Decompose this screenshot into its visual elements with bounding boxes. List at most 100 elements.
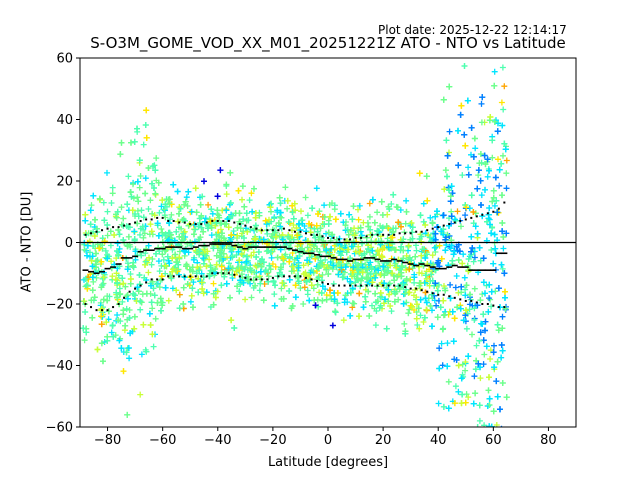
scatter-point xyxy=(203,263,210,270)
scatter-point xyxy=(114,208,121,215)
scatter-point xyxy=(289,263,296,270)
scatter-point xyxy=(155,232,162,239)
x-axis-ticks: −80 −60 −40 −20 0 20 40 60 80 xyxy=(94,427,557,448)
scatter-point xyxy=(159,197,166,204)
scatter-point xyxy=(422,222,429,228)
scatter-point xyxy=(90,192,97,199)
scatter-point xyxy=(274,254,281,261)
scatter-point xyxy=(384,269,391,276)
scatter-point xyxy=(237,277,244,284)
scatter-point xyxy=(88,257,95,264)
scatter-point xyxy=(413,247,420,254)
scatter-point xyxy=(486,281,493,288)
scatter-point xyxy=(277,223,284,230)
scatter-point xyxy=(156,268,163,275)
scatter-point xyxy=(453,273,460,279)
scatter-point xyxy=(300,262,307,269)
scatter-point xyxy=(341,296,348,303)
scatter-point xyxy=(444,173,450,180)
scatter-point xyxy=(239,183,246,190)
scatter-point xyxy=(275,220,282,226)
bin-range-marker xyxy=(486,212,489,215)
scatter-point xyxy=(354,271,361,277)
scatter-point xyxy=(199,193,206,200)
scatter-point xyxy=(134,284,141,291)
scatter-point xyxy=(114,279,121,286)
scatter-point xyxy=(319,271,326,278)
scatter-point xyxy=(376,252,383,259)
scatter-point xyxy=(128,139,134,146)
scatter-point xyxy=(341,269,348,276)
bin-range-marker xyxy=(156,278,159,281)
scatter-point xyxy=(137,231,143,238)
scatter-point xyxy=(127,276,134,282)
scatter-point xyxy=(481,422,488,427)
bin-range-marker xyxy=(299,275,302,278)
scatter-point xyxy=(82,217,89,224)
scatter-point xyxy=(227,200,234,206)
scatter-point xyxy=(270,278,277,284)
scatter-point xyxy=(429,220,436,227)
scatter-point xyxy=(243,258,250,265)
scatter-point xyxy=(492,174,499,181)
scatter-point xyxy=(471,254,478,261)
scatter-point xyxy=(166,229,173,236)
scatter-point xyxy=(87,207,94,214)
scatter-point xyxy=(500,234,507,240)
scatter-point xyxy=(365,223,372,230)
scatter-point xyxy=(336,261,342,267)
scatter-point xyxy=(468,233,475,240)
scatter-point xyxy=(313,222,320,229)
scatter-point xyxy=(421,246,428,253)
scatter-point xyxy=(170,181,177,188)
scatter-point xyxy=(349,216,356,223)
scatter-point xyxy=(81,246,88,253)
scatter-point xyxy=(96,195,103,202)
scatter-point xyxy=(271,302,278,309)
bin-range-marker xyxy=(304,276,307,279)
scatter-point xyxy=(212,294,219,301)
scatter-point xyxy=(334,290,341,296)
scatter-point xyxy=(246,197,253,204)
scatter-point xyxy=(138,351,145,358)
scatter-point xyxy=(176,254,183,261)
scatter-point xyxy=(195,289,202,296)
scatter-point xyxy=(100,199,107,206)
scatter-point xyxy=(315,274,322,281)
scatter-point xyxy=(446,149,452,156)
scatter-point xyxy=(247,267,254,274)
scatter-point xyxy=(126,224,133,231)
scatter-point xyxy=(218,282,225,289)
scatter-point xyxy=(140,234,147,241)
scatter-point xyxy=(398,223,404,230)
scatter-point xyxy=(482,290,488,297)
bin-range-marker xyxy=(117,226,120,229)
scatter-point xyxy=(503,230,510,237)
scatter-point xyxy=(104,232,111,239)
scatter-point xyxy=(436,242,443,249)
scatter-point xyxy=(82,211,89,218)
scatter-point xyxy=(253,243,259,250)
scatter-point xyxy=(449,308,456,315)
scatter-point xyxy=(445,405,452,412)
scatter-point xyxy=(123,305,130,312)
scatter-point xyxy=(240,279,247,286)
scatter-point xyxy=(459,361,466,368)
scatter-point xyxy=(241,203,248,210)
scatter-point xyxy=(125,173,132,180)
scatter-point xyxy=(472,145,479,152)
scatter-point xyxy=(175,261,182,268)
scatter-point xyxy=(154,220,161,227)
x-tick-label: −20 xyxy=(259,433,286,448)
scatter-point xyxy=(319,261,326,268)
scatter-point xyxy=(374,248,381,255)
bin-range-marker xyxy=(497,207,500,210)
scatter-point xyxy=(498,99,505,106)
scatter-point xyxy=(351,225,358,232)
scatter-point xyxy=(200,228,207,235)
scatter-point xyxy=(182,248,189,255)
scatter-point xyxy=(305,238,311,245)
scatter-point xyxy=(167,216,174,223)
scatter-point xyxy=(236,257,243,264)
scatter-point xyxy=(252,235,259,242)
